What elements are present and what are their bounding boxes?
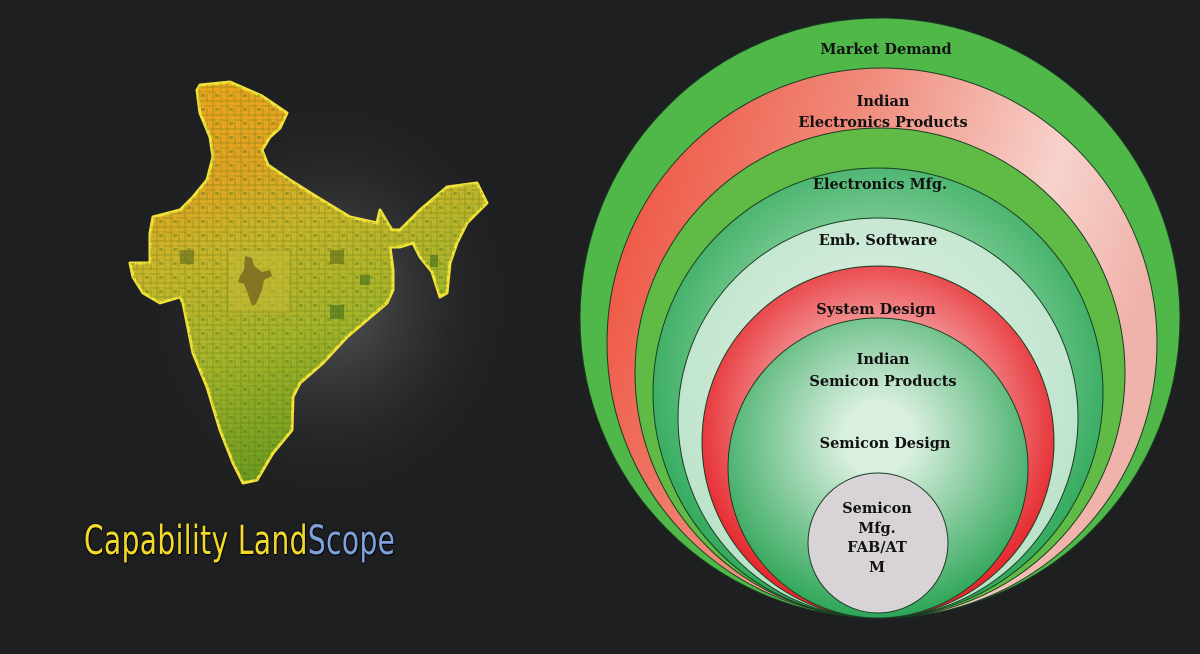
- label-semicon-mfg-line2: Mfg.: [858, 520, 895, 537]
- label-semicon-design: Semicon Design: [820, 435, 951, 452]
- india-map: [128, 80, 489, 485]
- label-indian-semicon-line1: Indian: [857, 351, 910, 368]
- title-part-scope: Scope: [307, 518, 396, 564]
- label-emb-software: Emb. Software: [819, 232, 937, 249]
- ring-semicon-design: [727, 317, 1029, 619]
- label-system-design: System Design: [816, 301, 936, 318]
- label-indian-electronics-line2: Electronics Products: [798, 114, 967, 131]
- label-semicon-mfg-line1: Semicon: [842, 500, 912, 517]
- label-indian-electronics-line1: Indian: [857, 93, 910, 110]
- title-part-capability-land: Capability Land: [84, 518, 308, 564]
- capability-rings: [579, 17, 1181, 619]
- mini-india-icon: [238, 256, 272, 306]
- label-market-demand: Market Demand: [820, 41, 951, 58]
- ring-semicon-mfg: [807, 472, 949, 614]
- ring-labels: Market Demand Indian Electronics Product…: [798, 41, 967, 576]
- label-semicon-mfg-line4: M: [869, 559, 885, 576]
- label-semicon-mfg-line3: FAB/AT: [847, 539, 907, 556]
- capability-landscope-title: Capability LandScope: [84, 518, 395, 564]
- label-electronics-mfg: Electronics Mfg.: [813, 176, 947, 193]
- circuit-pattern: [130, 82, 487, 483]
- label-indian-semicon-line2: Semicon Products: [809, 373, 956, 390]
